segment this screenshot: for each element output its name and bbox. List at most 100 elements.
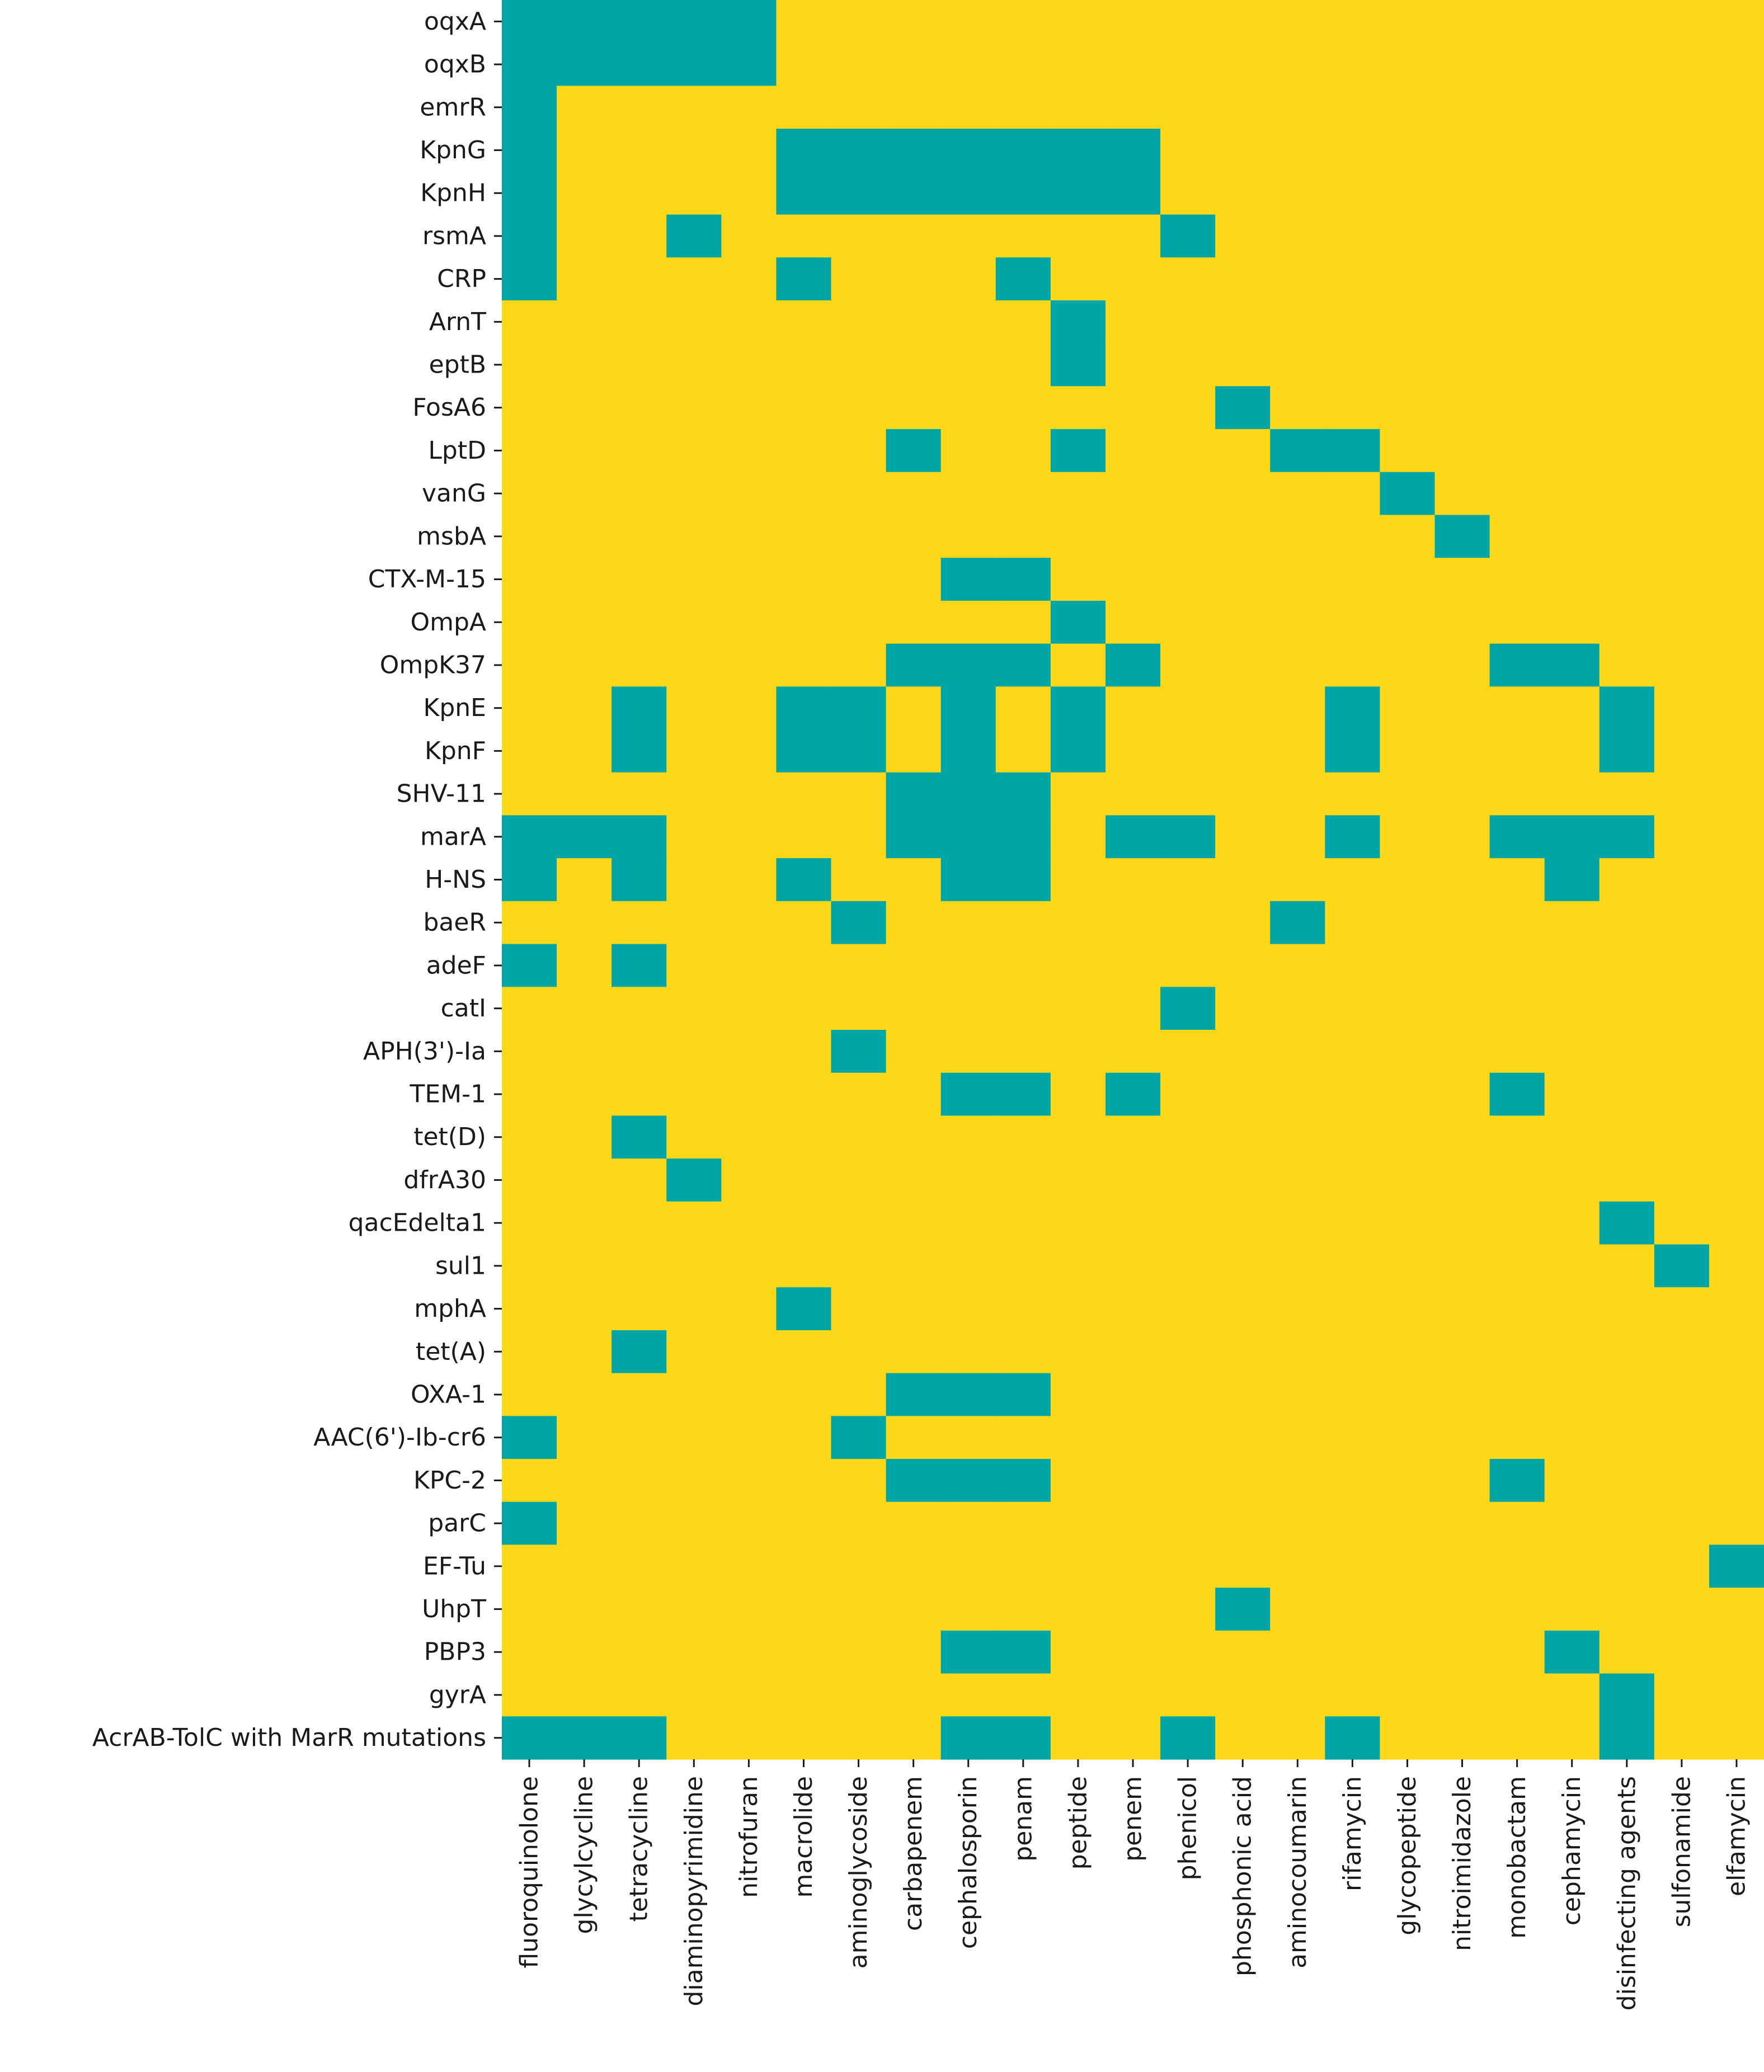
heatmap-cell-adef-penem xyxy=(1105,944,1161,987)
heatmap-cell-adef-aminocoumarin xyxy=(1270,944,1325,987)
heatmap-cell-acrab-tolc-with-marr-mutations-carbapenem xyxy=(886,1716,942,1760)
heatmap-cell-tet-d-diaminopyrimidine xyxy=(666,1115,722,1159)
heatmap-cell-shv-11-glycopeptide xyxy=(1380,772,1436,816)
heatmap-cell-ef-tu-penam xyxy=(995,1544,1051,1588)
y-tick-label: FosA6 xyxy=(412,393,486,422)
heatmap-cell-arnt-glycylcycline xyxy=(557,300,612,344)
heatmap-cell-mpha-macrolide xyxy=(776,1287,832,1331)
heatmap-cell-dfra30-diaminopyrimidine xyxy=(666,1159,722,1202)
heatmap-cell-sul1-cephalosporin xyxy=(940,1244,996,1288)
heatmap-cell-oxa-1-cephalosporin xyxy=(940,1373,996,1416)
heatmap-cell-tet-d-fluoroquinolone xyxy=(502,1115,557,1159)
heatmap-cell-kpnf-macrolide xyxy=(776,729,832,773)
heatmap-cell-aac-6-ib-cr6-glycopeptide xyxy=(1380,1416,1436,1459)
x-tick-label: disinfecting agents xyxy=(1612,1776,1641,2010)
heatmap-cell-fosa6-penam xyxy=(995,386,1051,430)
heatmap-cell-aph-3-ia-carbapenem xyxy=(886,1029,942,1073)
y-tick-label: emrR xyxy=(420,93,486,121)
heatmap-cell-fosa6-diaminopyrimidine xyxy=(666,386,722,430)
heatmap-cell-oqxb-tetracycline xyxy=(611,43,667,87)
heatmap-cell-fosa6-cephalosporin xyxy=(940,386,996,430)
heatmap-cell-ompk37-aminoglycoside xyxy=(831,643,887,687)
heatmap-cell-fosa6-aminoglycoside xyxy=(831,386,887,430)
heatmap-cell-tet-d-glycylcycline xyxy=(557,1115,612,1159)
heatmap-cell-qacedelta1-monobactam xyxy=(1489,1201,1545,1245)
heatmap-cell-arnt-tetracycline xyxy=(611,300,667,344)
heatmap-cell-kpnh-glycopeptide xyxy=(1380,171,1436,215)
heatmap-cell-cati-macrolide xyxy=(776,987,832,1030)
heatmap-cell-vang-glycylcycline xyxy=(557,472,612,516)
heatmap-cell-kpne-peptide xyxy=(1050,686,1106,730)
heatmap-cell-eptb-cephalosporin xyxy=(940,343,996,387)
heatmap-cell-parc-rifamycin xyxy=(1325,1501,1380,1546)
heatmap-cell-oqxb-elfamycin xyxy=(1709,43,1764,87)
heatmap-cell-gyra-fluoroquinolone xyxy=(502,1673,557,1717)
heatmap-cell-kpc-2-elfamycin xyxy=(1709,1459,1764,1503)
heatmap-cell-kpnf-monobactam xyxy=(1489,729,1545,773)
heatmap-cell-tem-1-phenicol xyxy=(1160,1072,1216,1116)
heatmap-cell-aac-6-ib-cr6-sulfonamide xyxy=(1654,1416,1710,1459)
heatmap-cell-oqxb-carbapenem xyxy=(886,43,942,87)
heatmap-cell-kpc-2-penem xyxy=(1105,1459,1161,1503)
heatmap-cell-oxa-1-rifamycin xyxy=(1325,1373,1380,1416)
heatmap-cell-mara-tetracycline xyxy=(611,815,667,859)
heatmap-cell-lptd-sulfonamide xyxy=(1654,429,1710,473)
heatmap-cell-fosa6-rifamycin xyxy=(1325,386,1380,430)
heatmap-cell-emrr-diaminopyrimidine xyxy=(666,86,722,129)
heatmap-cell-ctx-m-15-penem xyxy=(1105,558,1161,601)
heatmap-cell-uhpt-monobactam xyxy=(1489,1588,1545,1631)
heatmap-cell-oqxb-glycylcycline xyxy=(557,43,612,87)
heatmap-cell-arnt-elfamycin xyxy=(1709,300,1764,344)
heatmap-cell-vang-disinfecting-agents xyxy=(1599,472,1655,516)
heatmap-cell-aph-3-ia-phenicol xyxy=(1160,1029,1216,1073)
heatmap-cell-oxa-1-macrolide xyxy=(776,1373,832,1416)
heatmap-cell-uhpt-disinfecting-agents xyxy=(1599,1588,1655,1631)
heatmap-cell-tet-d-peptide xyxy=(1050,1115,1106,1159)
heatmap-cell-ef-tu-phenicol xyxy=(1160,1544,1216,1588)
heatmap-cell-acrab-tolc-with-marr-mutations-phosphonic-acid xyxy=(1215,1716,1271,1760)
x-tick-label: nitroimidazole xyxy=(1448,1776,1476,1951)
heatmap-cell-qacedelta1-cephalosporin xyxy=(940,1201,996,1245)
heatmap-cell-vang-nitrofuran xyxy=(721,472,777,516)
heatmap-cell-uhpt-nitrofuran xyxy=(721,1588,777,1631)
heatmap-cell-acrab-tolc-with-marr-mutations-sulfonamide xyxy=(1654,1716,1710,1760)
heatmap-cell-uhpt-nitroimidazole xyxy=(1434,1588,1490,1631)
heatmap-cell-aac-6-ib-cr6-cephamycin xyxy=(1544,1416,1600,1459)
heatmap-cell-emrr-macrolide xyxy=(776,86,832,129)
heatmap-cell-dfra30-fluoroquinolone xyxy=(502,1159,557,1202)
heatmap-cell-uhpt-diaminopyrimidine xyxy=(666,1588,722,1631)
heatmap-cell-ompa-aminoglycoside xyxy=(831,600,887,644)
heatmap-cell-lptd-cephalosporin xyxy=(940,429,996,473)
heatmap-cell-qacedelta1-nitroimidazole xyxy=(1434,1201,1490,1245)
heatmap-cell-lptd-macrolide xyxy=(776,429,832,473)
heatmap-cell-oxa-1-carbapenem xyxy=(886,1373,942,1416)
heatmap-cell-ctx-m-15-disinfecting-agents xyxy=(1599,558,1655,601)
heatmap-cell-baer-carbapenem xyxy=(886,901,942,945)
heatmap-cell-adef-peptide xyxy=(1050,944,1106,987)
y-tick-label: OXA-1 xyxy=(411,1380,486,1409)
heatmap-cell-kpne-aminocoumarin xyxy=(1270,686,1325,730)
heatmap-cell-lptd-disinfecting-agents xyxy=(1599,429,1655,473)
heatmap-cell-tet-d-phenicol xyxy=(1160,1115,1216,1159)
heatmap-cell-cati-penem xyxy=(1105,987,1161,1030)
heatmap-cell-kpnf-glycopeptide xyxy=(1380,729,1436,773)
heatmap-cell-cati-fluoroquinolone xyxy=(502,987,557,1030)
heatmap-cell-h-ns-glycylcycline xyxy=(557,858,612,902)
heatmap-cell-kpne-elfamycin xyxy=(1709,686,1764,730)
heatmap-cell-h-ns-nitroimidazole xyxy=(1434,858,1490,902)
heatmap-cell-baer-penem xyxy=(1105,901,1161,945)
heatmap-cell-dfra30-nitroimidazole xyxy=(1434,1159,1490,1202)
heatmap-cell-oqxb-diaminopyrimidine xyxy=(666,43,722,87)
heatmap-cell-mpha-penem xyxy=(1105,1287,1161,1331)
x-axis-ticks: fluoroquinolone glycylcycline tetracycline… xyxy=(515,1759,1751,2010)
heatmap-cell-oqxa-carbapenem xyxy=(886,0,942,44)
heatmap-cell-ompa-disinfecting-agents xyxy=(1599,600,1655,644)
heatmap-cell-msba-phosphonic-acid xyxy=(1215,515,1271,558)
heatmap-cell-h-ns-disinfecting-agents xyxy=(1599,858,1655,902)
heatmap-cell-ctx-m-15-phosphonic-acid xyxy=(1215,558,1271,601)
heatmap-cell-dfra30-rifamycin xyxy=(1325,1159,1380,1202)
heatmap-cell-aph-3-ia-elfamycin xyxy=(1709,1029,1764,1073)
heatmap-cell-rsma-monobactam xyxy=(1489,214,1545,258)
heatmap-cell-tet-d-nitrofuran xyxy=(721,1115,777,1159)
y-tick-label: LptD xyxy=(428,436,486,465)
